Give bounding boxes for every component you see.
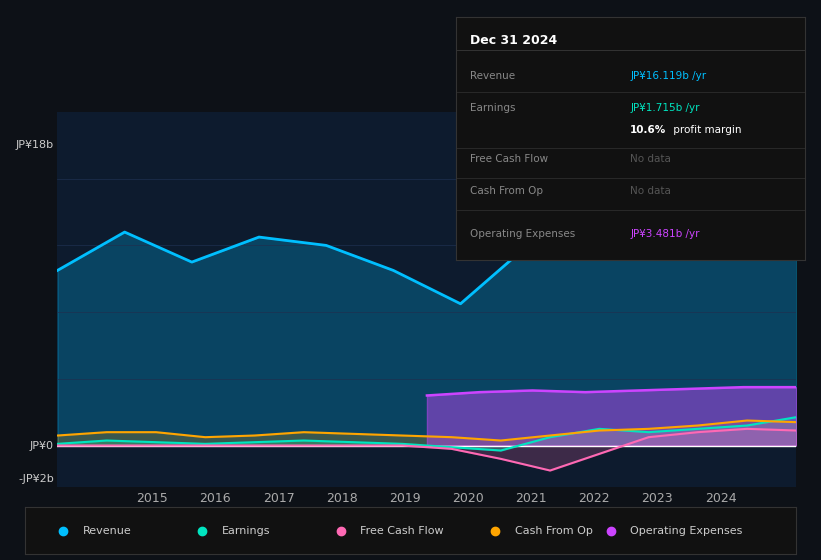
Text: Free Cash Flow: Free Cash Flow	[470, 155, 548, 164]
Text: Revenue: Revenue	[470, 72, 515, 82]
Text: -JP¥2b: -JP¥2b	[18, 474, 54, 484]
Text: No data: No data	[631, 186, 671, 196]
Text: Dec 31 2024: Dec 31 2024	[470, 34, 557, 47]
Text: Revenue: Revenue	[83, 526, 131, 535]
Text: Cash From Op: Cash From Op	[515, 526, 593, 535]
Text: Cash From Op: Cash From Op	[470, 186, 543, 196]
Text: JP¥1.715b /yr: JP¥1.715b /yr	[631, 103, 699, 113]
Text: 10.6%: 10.6%	[631, 125, 667, 135]
Text: JP¥0: JP¥0	[30, 441, 54, 450]
Text: profit margin: profit margin	[670, 125, 741, 135]
Text: JP¥3.481b /yr: JP¥3.481b /yr	[631, 228, 699, 239]
Text: Free Cash Flow: Free Cash Flow	[360, 526, 444, 535]
Text: No data: No data	[631, 155, 671, 164]
Text: Operating Expenses: Operating Expenses	[470, 228, 575, 239]
Text: JP¥16.119b /yr: JP¥16.119b /yr	[631, 72, 706, 82]
Text: JP¥18b: JP¥18b	[16, 141, 54, 150]
Text: Operating Expenses: Operating Expenses	[631, 526, 743, 535]
Text: Earnings: Earnings	[470, 103, 515, 113]
Text: Earnings: Earnings	[222, 526, 270, 535]
